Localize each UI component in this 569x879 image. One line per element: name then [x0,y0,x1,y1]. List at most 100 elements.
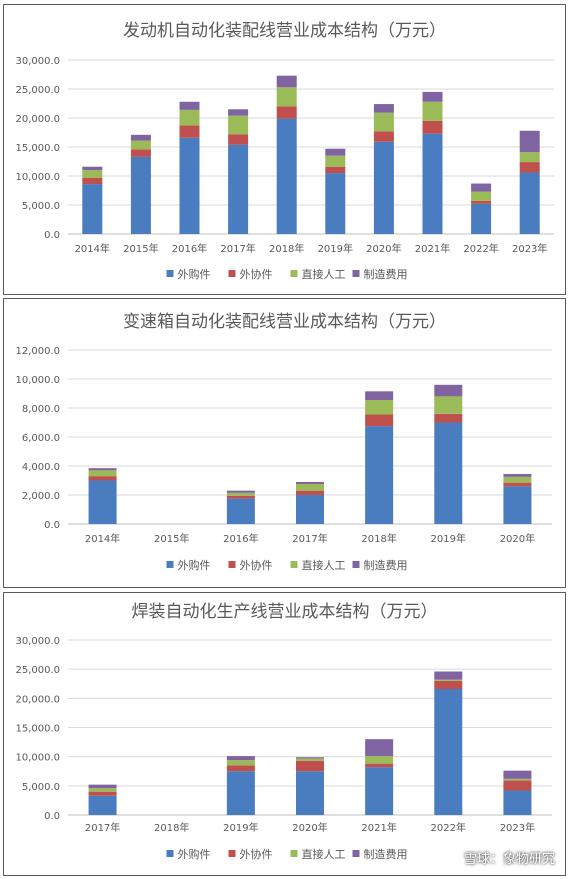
bar-segment [373,112,394,132]
bar-segment [503,770,532,779]
bar-segment [434,396,463,414]
y-tick-label: 6,000.0 [22,433,60,444]
bar-segment [296,484,324,491]
y-tick-label: 20,000.0 [15,694,60,705]
y-tick-label: 15,000.0 [15,724,60,735]
x-tick-label: 2019年 [431,532,466,545]
bar-segment [82,177,103,185]
bar-segment [434,413,463,423]
legend-swatch [166,270,174,277]
bar-segment [276,118,297,234]
bar-segment [82,184,103,234]
bar-segment [373,104,394,113]
legend-label: 直接人工 [302,267,346,281]
legend-label: 外协件 [240,267,273,281]
bar-segment [422,133,443,234]
y-tick-label: 8,000.0 [22,404,60,415]
bar-segment [365,400,394,415]
bar-segment [503,473,532,477]
legend-label: 外协件 [240,847,273,861]
x-tick-label: 2020年 [292,821,327,834]
x-tick-label: 2014年 [75,242,110,255]
bar-segment [503,482,532,487]
bar-segment [228,134,249,145]
y-tick-label: 5,000.0 [22,201,60,212]
bar-segment [519,152,540,163]
x-tick-label: 2017年 [220,242,255,255]
x-tick-label: 2016年 [172,242,207,255]
bar-segment [519,172,540,234]
legend-label: 直接人工 [302,847,346,861]
gearbox-line-chart-panel: 变速箱自动化装配线营业成本结构（万元） 0.0 2,000.0 4,000.0 6,00… [3,298,566,588]
x-tick-label: 2018年 [154,821,189,834]
x-tick-label: 2014年 [85,532,120,545]
bar-segment [88,788,117,792]
bar-segment [365,756,394,764]
engine-line-chart: 发动机自动化装配线营业成本结构（万元） 0.0 5,000.0 10,000.0 15,… [15,21,554,281]
engine-line-chart-panel: 发动机自动化装配线营业成本结构（万元） 0.0 5,000.0 10,000.0 15,… [3,4,566,295]
legend-swatch [352,850,360,857]
bar-segment [503,780,532,791]
bar-segment [276,75,297,88]
bar-segment [228,109,249,116]
legend-swatch [290,561,298,568]
bar-segment [365,426,394,524]
bar-segment [88,784,117,789]
welding-line-chart-panel: 焊装自动化生产线营业成本结构（万元） 0.0 5,000.0 10,000.0 15,0… [3,592,566,876]
bar-segment [226,765,255,772]
gearbox-line-chart: 变速箱自动化装配线营业成本结构（万元） 0.0 2,000.0 4,000.0 6,00… [15,312,552,572]
bar-segment [179,137,200,234]
bar-segment [422,91,443,102]
bar-segment [276,87,297,107]
x-tick-label: 2023年 [500,821,535,834]
bar-segment [365,739,394,757]
bar-segment [503,486,532,524]
bar-segment [226,771,255,815]
legend-label: 制造费用 [364,847,408,861]
bar-segment [296,490,324,495]
bar-segment [88,480,117,524]
bar-segment [179,125,200,138]
bar-segment [365,391,394,401]
x-tick-label: 2018年 [361,532,396,545]
welding-line-chart: 焊装自动化生产线营业成本结构（万元） 0.0 5,000.0 10,000.0 15,0… [15,602,552,861]
bar-segment [325,166,346,174]
bar-segment [373,141,394,234]
bar-segment [296,758,324,761]
bar-segment [179,101,200,110]
x-tick-label: 2019年 [318,242,353,255]
x-tick-label: 2022年 [431,821,466,834]
bar-segment [82,170,103,178]
bar-segment [179,109,200,126]
bar-segment [226,490,255,493]
x-tick-label: 2021年 [415,242,450,255]
legend-label: 外购件 [178,267,211,281]
bar-segment [325,148,346,156]
legend-swatch [166,850,174,857]
x-tick-label: 2017年 [292,532,327,545]
legend-swatch [290,270,298,277]
x-tick-label: 2018年 [269,242,304,255]
bar-segment [471,203,492,234]
bar-segment [519,162,540,173]
x-tick-label: 2023年 [512,242,547,255]
bar-segment [422,101,443,121]
legend-label: 外协件 [240,558,273,572]
bar-segment [228,144,249,234]
y-tick-label: 2,000.0 [22,491,60,502]
bar-segment [296,481,324,485]
bar-segment [226,492,255,496]
bar-segment [226,498,255,524]
bar-segment [503,778,532,781]
chart-title: 焊装自动化生产线营业成本结构（万元） [132,602,438,622]
bar-segment [471,191,492,201]
bar-segment [88,791,117,796]
legend-label: 制造费用 [364,558,408,572]
y-tick-label: 0.0 [44,811,60,822]
y-tick-label: 10,000.0 [15,375,60,386]
bar-segment [434,422,463,524]
watermark: 雪球：象物研究 [463,852,555,867]
legend-swatch [166,561,174,568]
bar-segment [434,689,463,815]
bar-segment [130,156,151,234]
